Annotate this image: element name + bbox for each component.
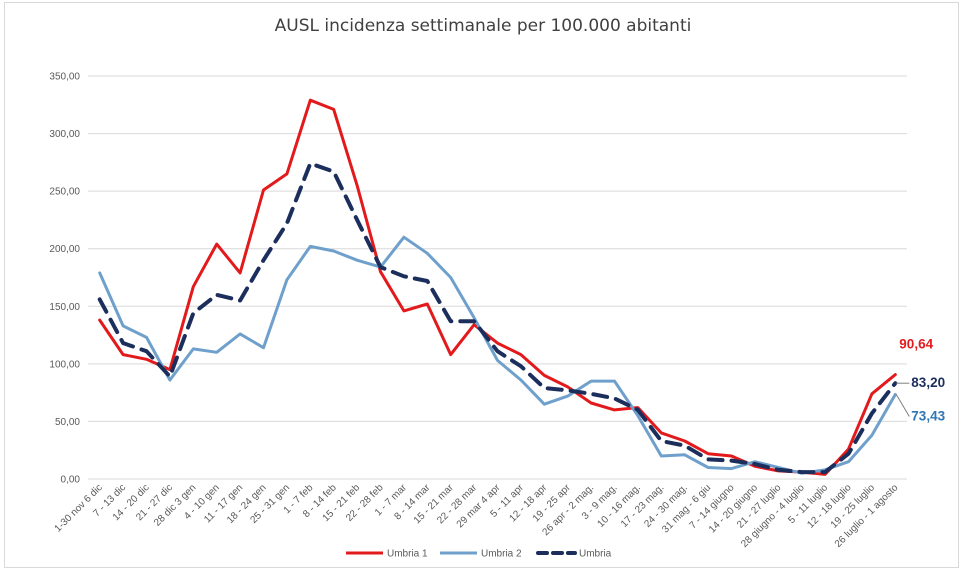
legend-label: Umbria: [579, 549, 612, 560]
y-tick-label: 50,00: [55, 417, 80, 428]
y-tick-label: 250,00: [49, 187, 80, 198]
y-tick-label: 100,00: [49, 359, 80, 370]
legend-label: Umbria 1: [387, 549, 428, 560]
end-value-label: 90,64: [899, 337, 933, 352]
chart-title: AUSL incidenza settimanale per 100.000 a…: [275, 16, 692, 36]
grid-lines: [88, 75, 907, 480]
y-axis-ticks: 0,00 50,00 100,00 150,00 200,00 250,00 300,00 3…: [49, 72, 80, 486]
series-line-3: [97, 161, 898, 475]
y-tick-label: 300,00: [49, 129, 80, 140]
legend: Umbria 1 Umbria 2 Umbria: [346, 549, 612, 560]
series-lines: [97, 98, 898, 476]
leader-line: [895, 394, 910, 417]
y-tick-label: 350,00: [49, 72, 80, 83]
y-tick-label: 0,00: [61, 475, 81, 486]
y-tick-label: 200,00: [49, 244, 80, 255]
series-line-1: [98, 98, 897, 476]
end-value-label: 73,43: [911, 408, 945, 423]
legend-label: Umbria 2: [481, 549, 522, 560]
end-value-label: 83,20: [911, 375, 945, 390]
series-line-2: [98, 235, 897, 475]
y-tick-label: 150,00: [49, 302, 80, 313]
end-labels: 90,64 73,43 83,20: [895, 337, 946, 423]
